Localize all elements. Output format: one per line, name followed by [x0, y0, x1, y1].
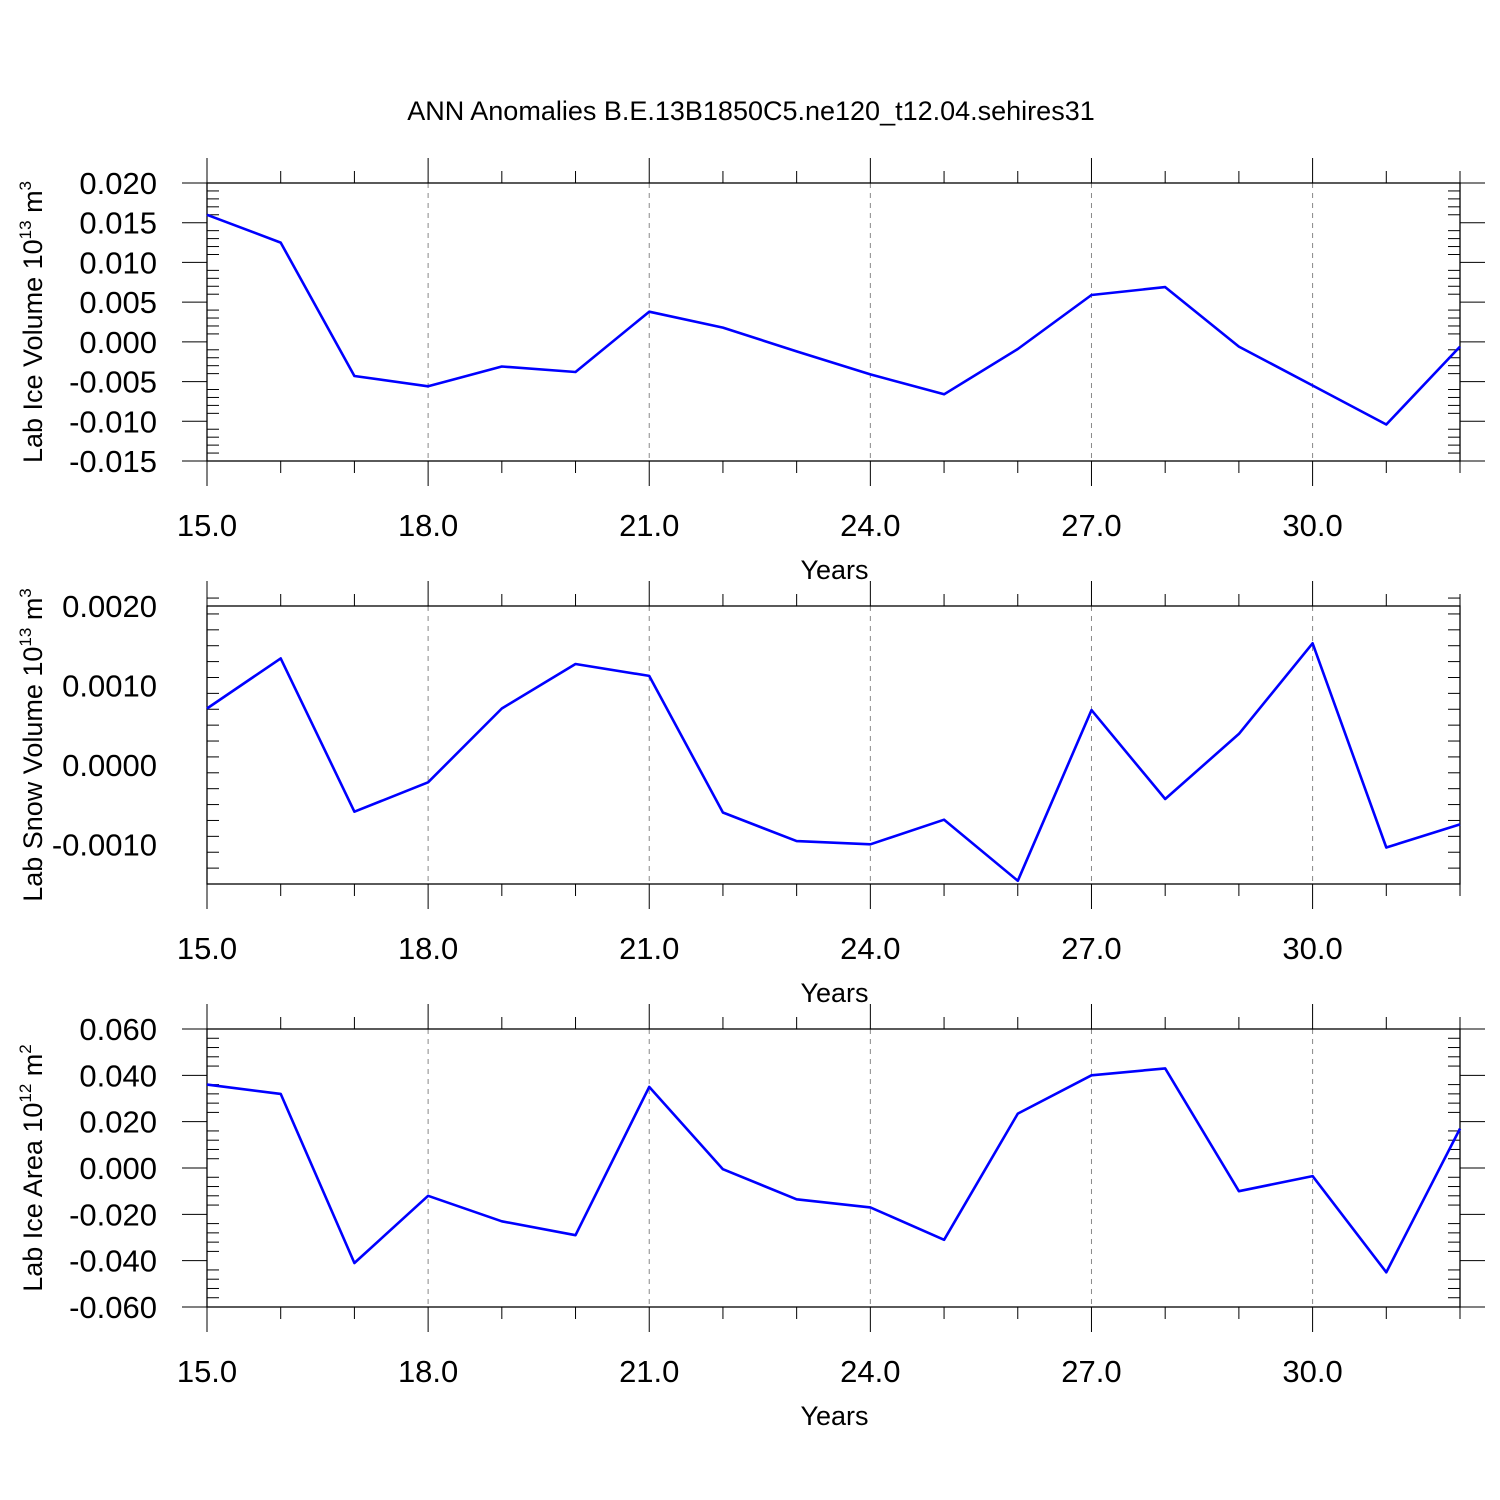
y-tick-label: 0.020	[79, 1105, 157, 1140]
y-tick-label: -0.0010	[52, 827, 157, 862]
x-axis-label: Years	[800, 978, 868, 1008]
chart-title: ANN Anomalies B.E.13B1850C5.ne120_t12.04…	[407, 96, 1094, 126]
x-tick-label: 15.0	[177, 931, 237, 966]
y-tick-label: 0.040	[79, 1058, 157, 1093]
y-tick-label: 0.0020	[62, 589, 157, 624]
y-tick-label: 0.000	[79, 325, 157, 360]
y-tick-label: 0.015	[79, 206, 157, 241]
x-tick-label: 24.0	[840, 931, 900, 966]
panels: 15.0 18.0 21.0 24.0 27.0 30.0 -0.015 -0.010 -0.0…	[16, 158, 1485, 1431]
panel-1: 15.0 18.0 21.0 24.0 27.0 30.0 -0.015 -0.010 -0.0…	[16, 158, 1485, 585]
x-tick-label: 18.0	[398, 1354, 458, 1389]
y-axis-label: Lab Snow Volume 1013 m3	[16, 588, 48, 902]
y-tick-label: -0.060	[69, 1290, 157, 1325]
y-tick-label: 0.0000	[62, 748, 157, 783]
y-axis-label: Lab Ice Volume 1013 m3	[16, 181, 48, 463]
x-tick-label: 24.0	[840, 508, 900, 543]
y-tick-label: 0.005	[79, 285, 157, 320]
x-tick-label: 30.0	[1282, 508, 1342, 543]
panel-3: 15.0 18.0 21.0 24.0 27.0 30.0 -0.060 -0.040 -0.0…	[16, 1004, 1485, 1431]
y-tick-label: -0.010	[69, 404, 157, 439]
x-axis-label: Years	[800, 1401, 868, 1431]
x-tick-label: 18.0	[398, 508, 458, 543]
panel-2: 15.0 18.0 21.0 24.0 27.0 30.0 -0.0010 0.0000 0.0…	[16, 581, 1461, 1008]
series-line	[206, 641, 1461, 883]
x-tick-label: 30.0	[1282, 931, 1342, 966]
y-tick-label: 0.0010	[62, 668, 157, 703]
y-tick-label: -0.015	[69, 444, 157, 479]
x-tick-label: 30.0	[1282, 1354, 1342, 1389]
x-axis-label: Years	[800, 555, 868, 585]
y-tick-label: -0.020	[69, 1197, 157, 1232]
series-line	[206, 213, 1461, 426]
y-tick-label: -0.040	[69, 1244, 157, 1279]
x-tick-label: 15.0	[177, 1354, 237, 1389]
x-tick-label: 24.0	[840, 1354, 900, 1389]
y-tick-label: 0.000	[79, 1151, 157, 1186]
x-tick-label: 21.0	[619, 931, 679, 966]
y-tick-label: 0.020	[79, 166, 157, 201]
series-line	[206, 1067, 1462, 1274]
plot-frame	[206, 605, 1461, 885]
x-tick-label: 27.0	[1061, 931, 1121, 966]
x-tick-label: 18.0	[398, 931, 458, 966]
y-axis-label: Lab Ice Area 1012 m2	[16, 1044, 48, 1292]
y-tick-label: 0.060	[79, 1012, 157, 1047]
x-tick-label: 21.0	[619, 508, 679, 543]
x-tick-label: 27.0	[1061, 1354, 1121, 1389]
plot-frame	[206, 182, 1461, 462]
y-tick-label: -0.005	[69, 365, 157, 400]
y-tick-label: 0.010	[79, 245, 157, 280]
x-tick-label: 15.0	[177, 508, 237, 543]
x-tick-label: 21.0	[619, 1354, 679, 1389]
x-tick-label: 27.0	[1061, 508, 1121, 543]
plot-frame	[206, 1028, 1461, 1308]
